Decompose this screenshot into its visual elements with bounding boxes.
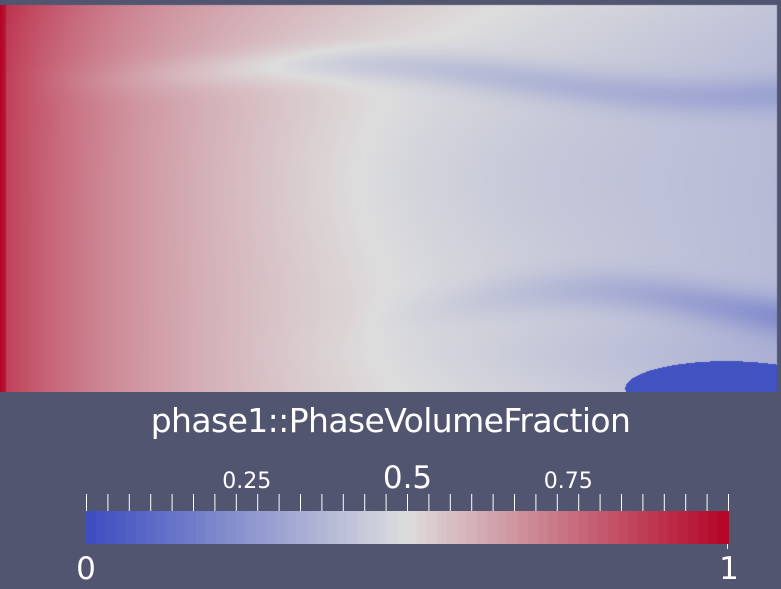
volume-fraction-field[interactable] (0, 0, 781, 392)
tick-label-0.75: 0.75 (543, 469, 593, 494)
colorbar-gradient (86, 511, 729, 544)
render-viewport[interactable] (0, 0, 781, 392)
colorbar-max-label: 1 (719, 551, 739, 587)
tick-label-0.5: 0.5 (382, 460, 433, 496)
colorbar-ticks (86, 494, 729, 549)
colorbar-min-label: 0 (76, 551, 96, 587)
colorbar-title: phase1::PhaseVolumeFraction (150, 401, 631, 440)
tick-label-0.25: 0.25 (222, 469, 272, 494)
colorbar-legend: 0.25 0.5 0.75 0 1 (0, 460, 781, 589)
